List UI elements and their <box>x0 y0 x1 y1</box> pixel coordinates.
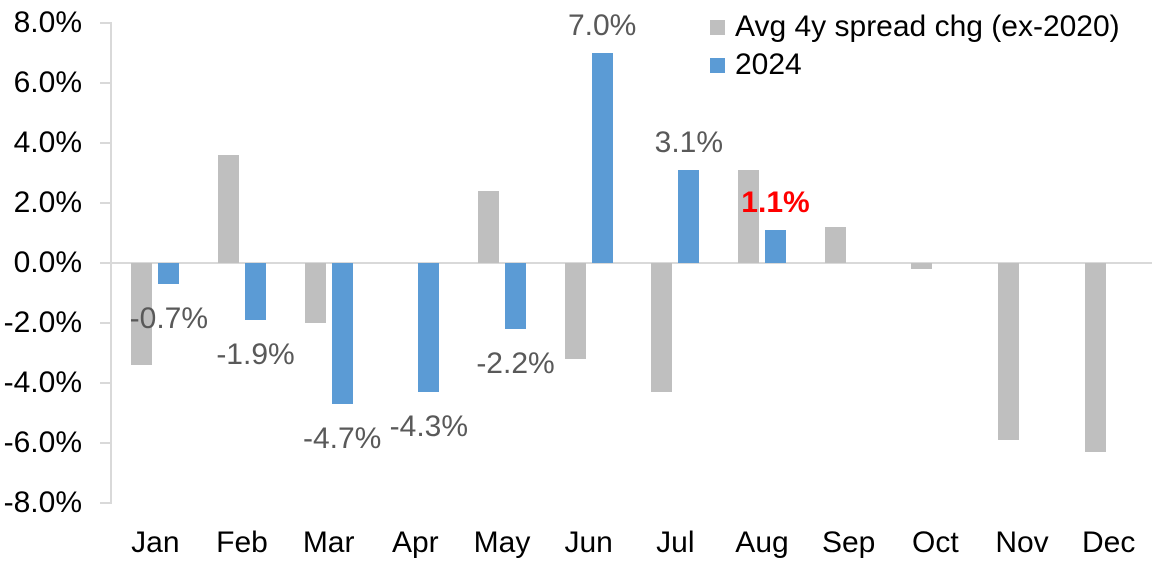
y-tick-mark <box>100 442 112 444</box>
bar-avg-sep <box>824 227 846 263</box>
data-label-jun: 7.0% <box>567 9 637 42</box>
bar-2024-jan <box>158 263 180 284</box>
bar-avg-feb <box>218 155 239 263</box>
y-tick-mark <box>100 502 112 504</box>
bar-2024-may <box>505 263 526 329</box>
data-label-apr: -4.3% <box>389 410 469 443</box>
y-tick-mark <box>100 22 112 24</box>
y-tick-label--2.0%: -2.0% <box>3 306 82 339</box>
data-label-may: -2.2% <box>476 347 555 380</box>
x-tick-label-mar: Mar <box>302 526 355 559</box>
bar-avg-aug <box>738 170 759 263</box>
y-tick-mark <box>100 142 112 144</box>
bar-2024-jun <box>591 53 613 263</box>
y-tick-mark <box>100 382 112 384</box>
y-tick-mark <box>100 202 112 204</box>
x-tick-label-dec: Dec <box>1081 526 1136 559</box>
y-tick-label-0.0%: 0.0% <box>13 246 82 279</box>
y-tick-label-4.0%: 4.0% <box>13 126 82 159</box>
x-tick-label-jul: Jul <box>656 526 695 559</box>
data-label-aug: 1.1% <box>741 186 810 219</box>
data-label-feb: -1.9% <box>216 338 295 371</box>
bar-2024-apr <box>418 263 440 392</box>
bar-avg-may <box>478 191 499 263</box>
x-tick-label-may: May <box>473 526 531 559</box>
bar-2024-feb <box>245 263 266 320</box>
y-tick-mark <box>100 82 112 84</box>
bar-avg-oct <box>911 263 933 269</box>
legend: Avg 4y spread chg (ex-2020) 2024 <box>710 8 1120 84</box>
legend-swatch-blue <box>710 57 725 73</box>
y-tick-label-8.0%: 8.0% <box>13 6 82 39</box>
y-tick-label--8.0%: -8.0% <box>3 486 82 519</box>
bar-avg-dec <box>1084 263 1106 452</box>
data-label-jul: 3.1% <box>654 126 724 159</box>
y-tick-label-6.0%: 6.0% <box>13 66 82 99</box>
bar-avg-mar <box>304 263 326 323</box>
x-tick-label-nov: Nov <box>995 526 1049 559</box>
x-tick-label-aug: Aug <box>735 526 789 559</box>
x-tick-label-jun: Jun <box>564 526 613 559</box>
bar-avg-jun <box>564 263 586 359</box>
y-tick-label-2.0%: 2.0% <box>13 186 82 219</box>
x-tick-label-feb: Feb <box>216 526 268 559</box>
y-tick-mark <box>100 262 112 264</box>
bar-avg-nov <box>998 263 1019 440</box>
x-tick-label-oct: Oct <box>911 526 959 559</box>
bar-2024-aug <box>765 230 786 263</box>
zero-baseline <box>110 262 1152 264</box>
bar-2024-jul <box>678 170 700 263</box>
y-tick-label--4.0%: -4.0% <box>3 366 82 399</box>
y-tick-mark <box>100 322 112 324</box>
legend-label-2024: 2024 <box>735 48 802 81</box>
legend-item-avg-4y-spread: Avg 4y spread chg (ex-2020) <box>710 8 1120 46</box>
bar-avg-jul <box>651 263 673 392</box>
legend-label-avg-4y-spread: Avg 4y spread chg (ex-2020) <box>735 10 1120 43</box>
data-label-mar: -4.7% <box>302 422 382 455</box>
bar-avg-jan <box>131 263 153 365</box>
x-tick-label-apr: Apr <box>391 526 439 559</box>
legend-item-2024: 2024 <box>710 46 1120 84</box>
x-tick-label-sep: Sep <box>821 526 876 559</box>
bar-2024-mar <box>331 263 353 404</box>
legend-swatch-gray <box>710 19 725 35</box>
x-tick-label-jan: Jan <box>131 526 180 559</box>
data-label-jan: -0.7% <box>129 302 209 335</box>
y-tick-label--6.0%: -6.0% <box>3 426 82 459</box>
